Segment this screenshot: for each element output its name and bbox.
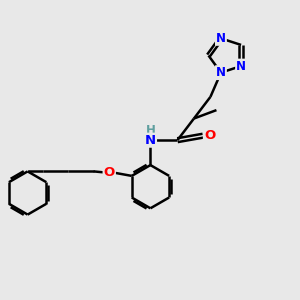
- Text: N: N: [216, 32, 226, 45]
- Text: N: N: [236, 60, 246, 73]
- Text: H: H: [146, 124, 155, 137]
- Text: O: O: [103, 167, 115, 179]
- Text: N: N: [145, 134, 156, 147]
- Text: O: O: [204, 129, 215, 142]
- Text: N: N: [216, 66, 226, 79]
